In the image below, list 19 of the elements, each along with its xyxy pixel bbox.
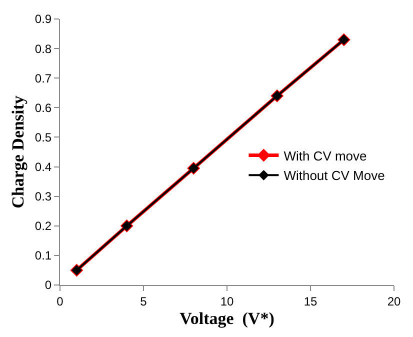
- legend-label: With CV move: [284, 148, 367, 164]
- y-tick-label: 0.4: [34, 160, 52, 174]
- y-tick-label: 0.9: [34, 12, 52, 26]
- x-tick-label: 0: [56, 294, 64, 308]
- x-tick-label: 15: [304, 294, 318, 308]
- x-tick-label: 5: [140, 294, 148, 308]
- y-tick-label: 0.6: [34, 100, 52, 115]
- y-tick-label: 0.5: [34, 130, 52, 144]
- x-tick-label: 20: [387, 294, 401, 308]
- x-axis-title: Voltage (V*): [180, 308, 274, 328]
- legend-label: Without CV Move: [284, 168, 385, 184]
- y-tick-label: 0.2: [34, 219, 52, 234]
- y-axis-title: Charge Density: [8, 95, 28, 208]
- x-tick-label: 10: [220, 294, 234, 308]
- y-tick-label: 0.1: [34, 248, 52, 263]
- y-tick-label: 0: [44, 278, 52, 292]
- y-tick-label: 0.3: [34, 190, 52, 204]
- y-tick-label: 0.8: [34, 42, 52, 56]
- y-tick-label: 0.7: [34, 71, 52, 86]
